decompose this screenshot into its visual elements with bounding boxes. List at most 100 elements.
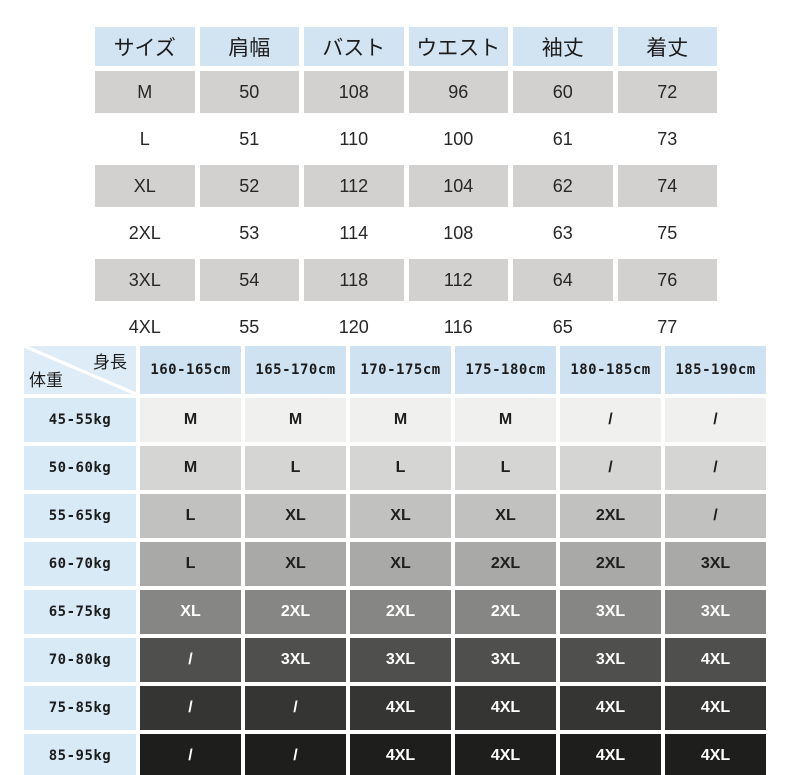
recommended-size-cell: 4XL [560, 734, 661, 775]
recommended-size-cell: L [245, 446, 346, 490]
measurement-cell: 64 [513, 259, 613, 301]
measurement-cell: 120 [304, 306, 404, 348]
shoulder-column-header: 肩幅 [199, 27, 299, 66]
measurement-cell: 76 [617, 259, 717, 301]
recommended-size-cell: 4XL [665, 638, 766, 682]
table-row: M 50 108 96 60 72 [95, 71, 717, 113]
size-label-cell: M [95, 71, 195, 113]
recommended-size-cell: / [665, 494, 766, 538]
height-range-header: 185-190cm [665, 346, 766, 394]
table-row: L 51 110 100 61 73 [95, 118, 717, 160]
table-row: 3XL 54 118 112 64 76 [95, 259, 717, 301]
measurement-cell: 112 [408, 259, 508, 301]
measurement-cell: 116 [408, 306, 508, 348]
recommended-size-cell: / [665, 398, 766, 442]
recommended-size-cell: 2XL [350, 590, 451, 634]
recommended-size-cell: 3XL [665, 590, 766, 634]
size-label-cell: XL [95, 165, 195, 207]
size-table-header-row: サイズ 肩幅 バスト ウエスト 袖丈 着丈 [95, 27, 717, 66]
measurement-cell: 77 [617, 306, 717, 348]
measurement-cell: 74 [617, 165, 717, 207]
measurement-cell: 108 [408, 212, 508, 254]
size-recommendation-table: 身長 体重 160-165cm 165-170cm 170-175cm 175-… [20, 342, 770, 775]
weight-range-cell: 55-65kg [24, 494, 136, 538]
measurement-cell: 62 [513, 165, 613, 207]
recommended-size-cell: L [140, 542, 241, 586]
measurement-cell: 108 [304, 71, 404, 113]
recommended-size-cell: XL [350, 542, 451, 586]
recommended-size-cell: / [140, 734, 241, 775]
recommended-size-cell: 4XL [665, 686, 766, 730]
recommended-size-cell: XL [350, 494, 451, 538]
weight-range-cell: 60-70kg [24, 542, 136, 586]
recommended-size-cell: 4XL [560, 686, 661, 730]
measurement-cell: 52 [199, 165, 299, 207]
recommended-size-cell: 2XL [245, 590, 346, 634]
table-row: 2XL 53 114 108 63 75 [95, 212, 717, 254]
recommended-size-cell: 4XL [665, 734, 766, 775]
recommended-size-cell: 3XL [350, 638, 451, 682]
recommended-size-cell: 3XL [455, 638, 556, 682]
height-range-header: 175-180cm [455, 346, 556, 394]
recommended-size-cell: 3XL [245, 638, 346, 682]
measurement-cell: 118 [304, 259, 404, 301]
size-measurements-table: サイズ 肩幅 バスト ウエスト 袖丈 着丈 M 50 108 96 60 72 … [90, 22, 722, 353]
weight-range-cell: 45-55kg [24, 398, 136, 442]
weight-range-cell: 50-60kg [24, 446, 136, 490]
size-column-header: サイズ [95, 27, 195, 66]
fit-row: 55-65kg L XL XL XL 2XL / [24, 494, 766, 538]
recommended-size-cell: 2XL [560, 494, 661, 538]
measurement-cell: 104 [408, 165, 508, 207]
measurement-cell: 72 [617, 71, 717, 113]
measurement-cell: 51 [199, 118, 299, 160]
recommended-size-cell: / [665, 446, 766, 490]
measurement-cell: 54 [199, 259, 299, 301]
height-range-header: 180-185cm [560, 346, 661, 394]
recommended-size-cell: 3XL [560, 638, 661, 682]
measurement-cell: 110 [304, 118, 404, 160]
recommended-size-cell: 2XL [455, 542, 556, 586]
measurement-cell: 96 [408, 71, 508, 113]
measurement-cell: 112 [304, 165, 404, 207]
recommended-size-cell: 4XL [350, 686, 451, 730]
fit-row: 85-95kg / / 4XL 4XL 4XL 4XL [24, 734, 766, 775]
recommended-size-cell: XL [140, 590, 241, 634]
fit-row: 45-55kg M M M M / / [24, 398, 766, 442]
recommended-size-cell: 3XL [560, 590, 661, 634]
fit-table-header-row: 身長 体重 160-165cm 165-170cm 170-175cm 175-… [24, 346, 766, 394]
recommended-size-cell: XL [455, 494, 556, 538]
waist-column-header: ウエスト [408, 27, 508, 66]
recommended-size-cell: L [455, 446, 556, 490]
height-range-header: 170-175cm [350, 346, 451, 394]
measurement-cell: 75 [617, 212, 717, 254]
measurement-cell: 53 [199, 212, 299, 254]
size-label-cell: 4XL [95, 306, 195, 348]
recommended-size-cell: 4XL [350, 734, 451, 775]
recommended-size-cell: XL [245, 542, 346, 586]
bust-column-header: バスト [304, 27, 404, 66]
recommended-size-cell: / [140, 686, 241, 730]
measurement-cell: 63 [513, 212, 613, 254]
recommended-size-cell: / [245, 734, 346, 775]
size-label-cell: 2XL [95, 212, 195, 254]
fit-row: 70-80kg / 3XL 3XL 3XL 3XL 4XL [24, 638, 766, 682]
recommended-size-cell: L [140, 494, 241, 538]
measurement-cell: 50 [199, 71, 299, 113]
sleeve-column-header: 袖丈 [513, 27, 613, 66]
recommended-size-cell: / [140, 638, 241, 682]
recommended-size-cell: 4XL [455, 734, 556, 775]
size-label-cell: L [95, 118, 195, 160]
table-row: 4XL 55 120 116 65 77 [95, 306, 717, 348]
recommended-size-cell: M [245, 398, 346, 442]
table-row: XL 52 112 104 62 74 [95, 165, 717, 207]
measurement-cell: 114 [304, 212, 404, 254]
recommended-size-cell: 4XL [455, 686, 556, 730]
measurement-cell: 61 [513, 118, 613, 160]
weight-range-cell: 65-75kg [24, 590, 136, 634]
height-range-header: 165-170cm [245, 346, 346, 394]
weight-range-cell: 85-95kg [24, 734, 136, 775]
weight-range-cell: 75-85kg [24, 686, 136, 730]
height-weight-corner-cell: 身長 体重 [24, 346, 136, 394]
fit-row: 60-70kg L XL XL 2XL 2XL 3XL [24, 542, 766, 586]
recommended-size-cell: L [350, 446, 451, 490]
